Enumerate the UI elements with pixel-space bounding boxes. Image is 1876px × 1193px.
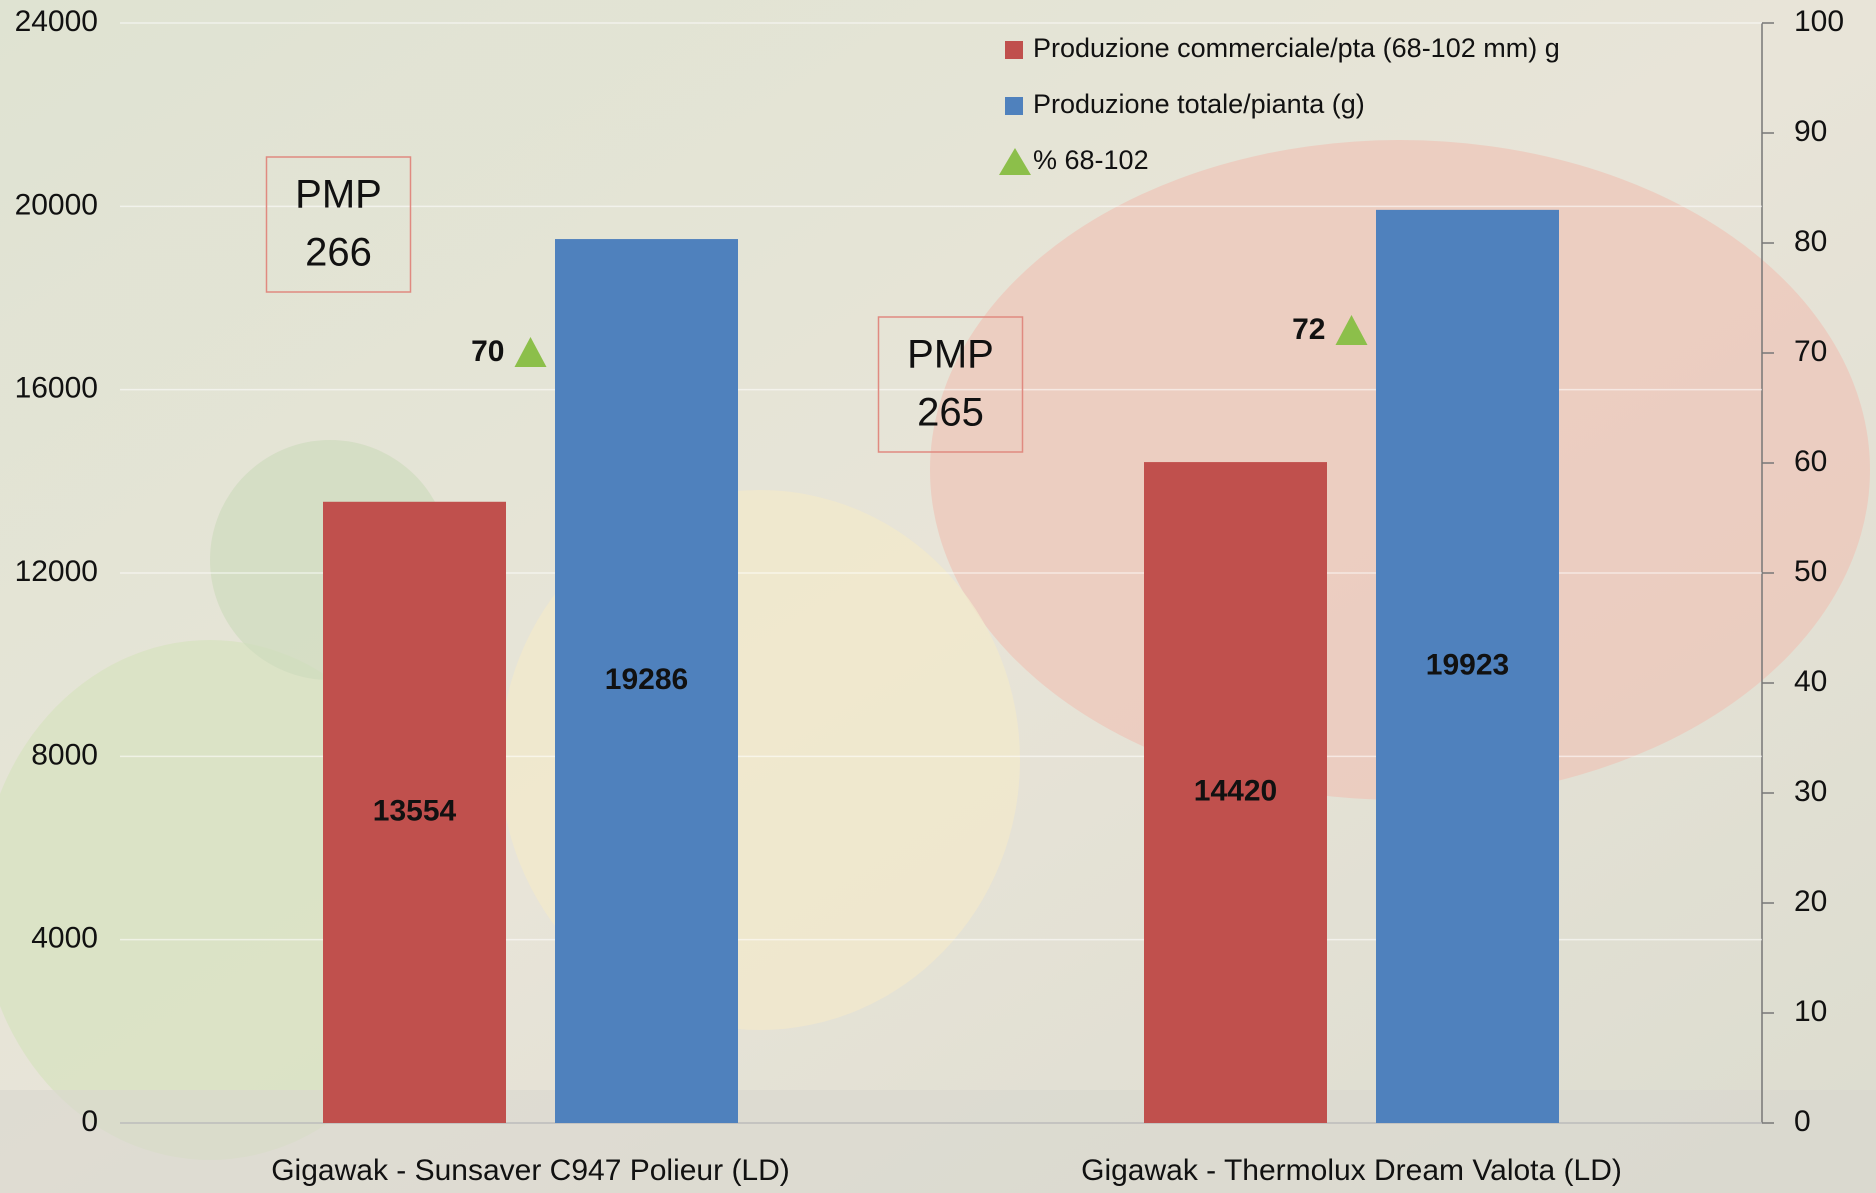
legend-label: Produzione totale/pianta (g) [1033,89,1365,119]
legend-label: Produzione commerciale/pta (68-102 mm) g [1033,33,1560,63]
x-tick-label: Gigawak - Sunsaver C947 Polieur (LD) [271,1154,790,1187]
y2-tick-label: 70 [1794,335,1827,368]
x-tick-label: Gigawak - Thermolux Dream Valota (LD) [1081,1154,1622,1187]
value-label: 13554 [373,794,457,827]
value-label: 70 [471,335,504,368]
value-label: 19286 [605,663,688,696]
y2-tick-label: 20 [1794,885,1827,918]
legend-swatch [1005,97,1023,115]
y-tick-label: 8000 [31,738,98,771]
y2-tick-label: 50 [1794,555,1827,588]
y2-tick-label: 40 [1794,665,1827,698]
value-label: 19923 [1426,648,1509,681]
value-label: 72 [1292,313,1325,346]
y-tick-label: 0 [81,1105,98,1138]
y-tick-label: 12000 [15,555,98,588]
value-label: 14420 [1194,774,1277,807]
legend-label: % 68-102 [1033,145,1149,175]
annotation-value: 266 [305,231,372,275]
chart: 0 4000 8000 12000 16000 20000 24000 0 10 20 30 40 50… [0,0,1876,1193]
annotation-text: PMP [907,333,994,377]
y2-tick-label: 80 [1794,225,1827,258]
y2-tick-label: 100 [1794,5,1844,38]
y2-tick-label: 90 [1794,115,1827,148]
y2-tick-label: 10 [1794,995,1827,1028]
y-tick-label: 16000 [15,372,98,405]
legend-swatch [1005,41,1023,59]
y-tick-label: 4000 [31,922,98,955]
annotation-text: PMP [295,173,382,217]
y2-tick-label: 30 [1794,775,1827,808]
y2-tick-label: 0 [1794,1105,1811,1138]
y-tick-label: 24000 [15,5,98,38]
y-tick-label: 20000 [15,188,98,221]
annotation-value: 265 [917,391,984,435]
y2-tick-label: 60 [1794,445,1827,478]
